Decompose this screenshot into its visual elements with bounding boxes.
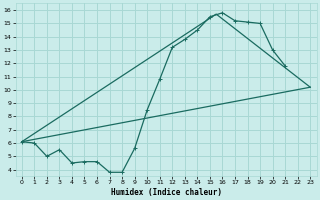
X-axis label: Humidex (Indice chaleur): Humidex (Indice chaleur) — [110, 188, 221, 197]
